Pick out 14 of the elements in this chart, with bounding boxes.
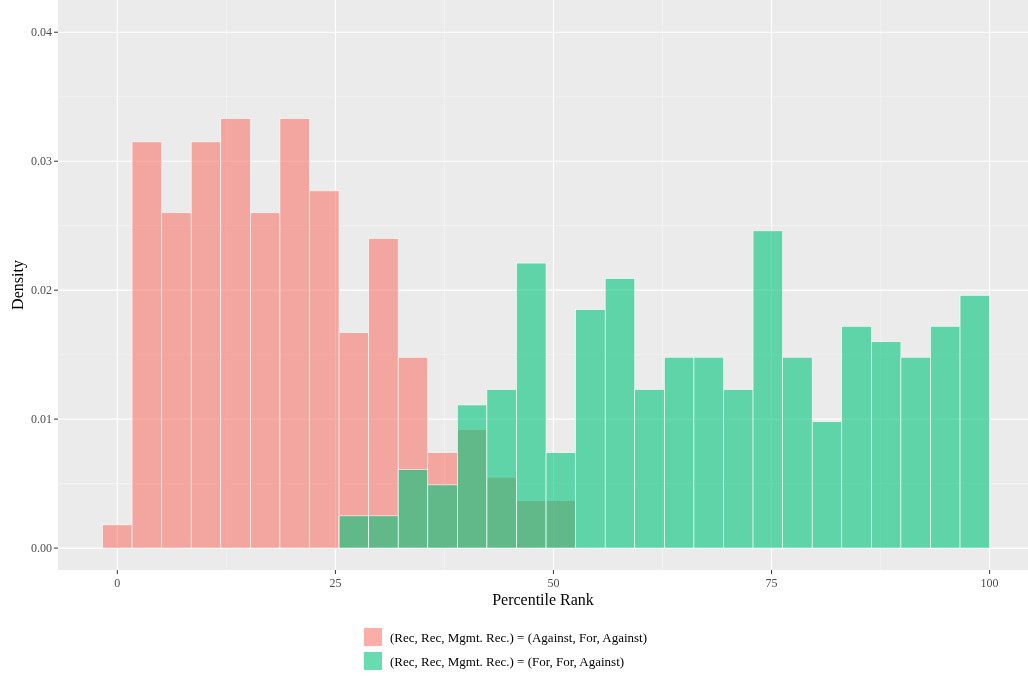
x-tick-label: 0 (114, 576, 121, 590)
y-tick-label: 0.01 (31, 412, 52, 427)
legend-label: (Rec, Rec, Mgmt. Rec.) = (Against, For, Against) (390, 630, 648, 645)
y-tick-label: 0.04 (31, 25, 52, 40)
y-axis-title: Density (9, 260, 27, 310)
x-tick-label: 25 (329, 576, 342, 590)
y-tick-label: 0.00 (31, 541, 52, 556)
x-axis-title: Percentile Rank (492, 591, 594, 608)
legend-label: (Rec, Rec, Mgmt. Rec.) = (For, For, Against) (390, 654, 625, 669)
x-tick-label: 100 (980, 576, 999, 590)
x-tick-label: 75 (765, 576, 778, 590)
y-tick-label: 0.03 (31, 154, 52, 169)
y-tick-label: 0.02 (31, 283, 52, 298)
x-tick-label: 50 (547, 576, 560, 590)
